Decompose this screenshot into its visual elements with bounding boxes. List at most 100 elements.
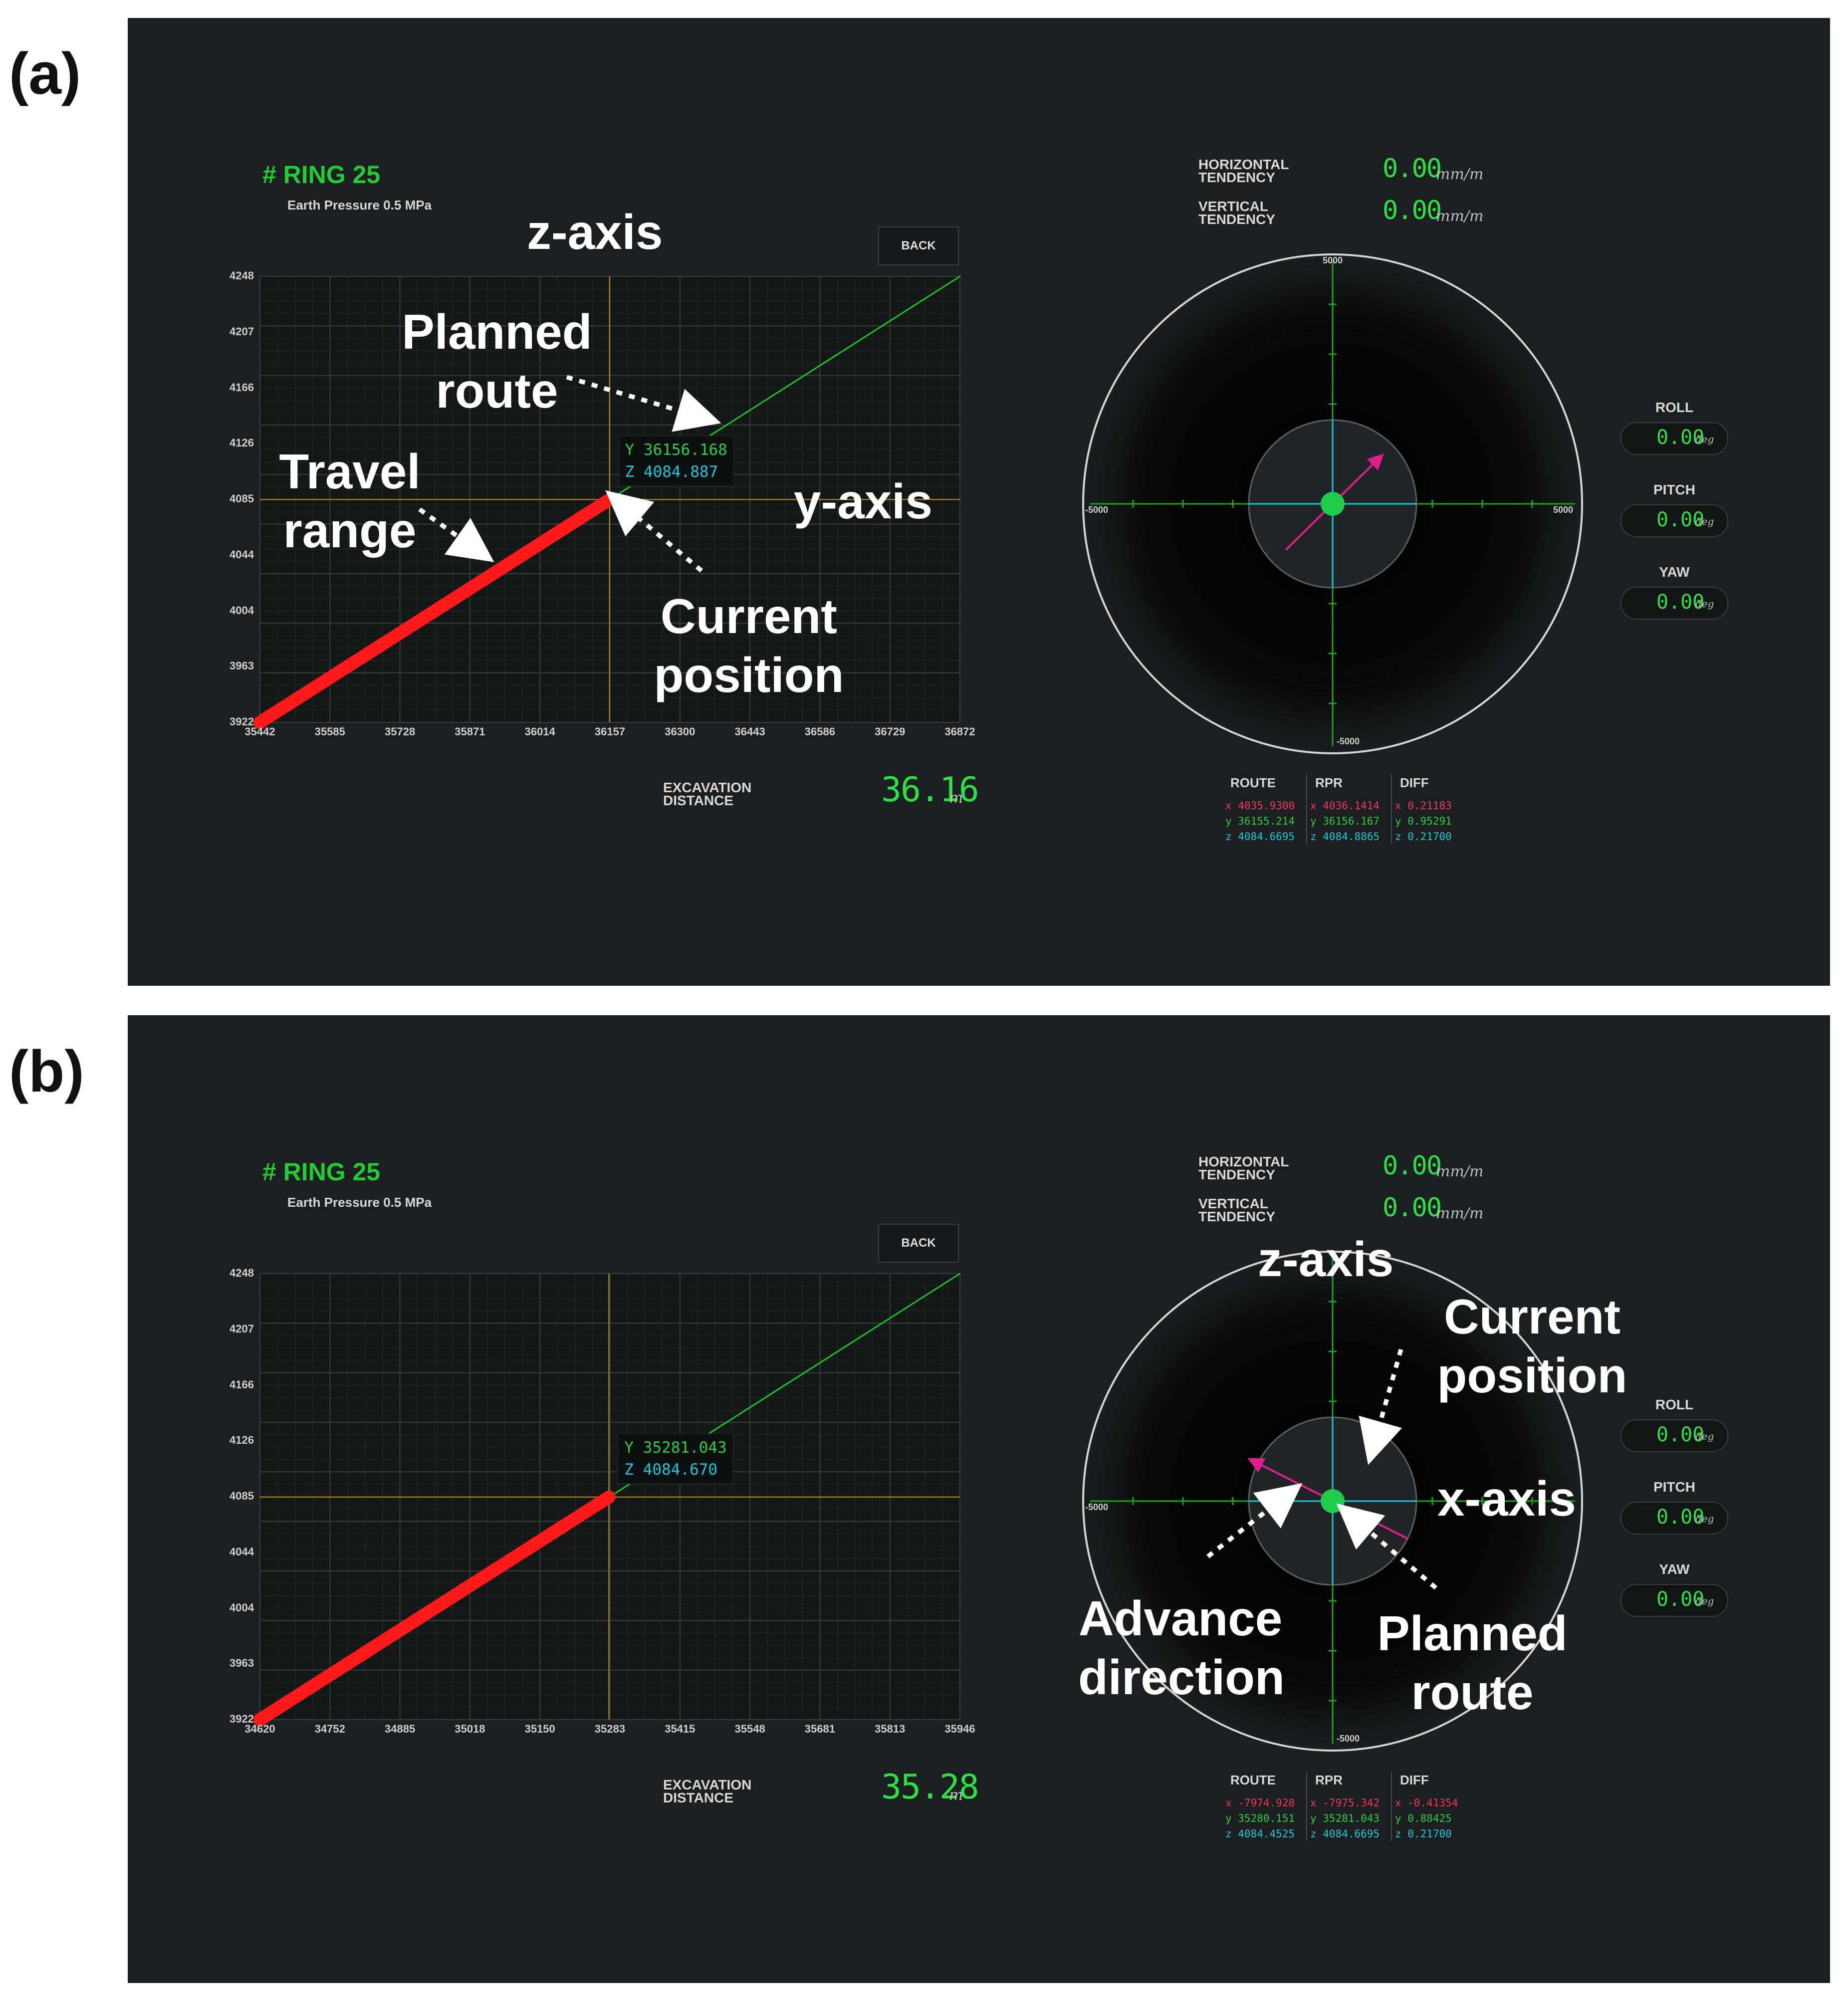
annotation-planned-route: Planned route [1377, 1606, 1568, 1720]
table-cell-rpr: y 36156.167 [1310, 815, 1380, 827]
vertical-tendency-unit: mm/m [1436, 1205, 1484, 1222]
attitude-value: 0.00 [1656, 1423, 1705, 1446]
attitude-label-yaw: YAW [1659, 1561, 1690, 1577]
x-tick-label: 35871 [455, 725, 485, 738]
attitude-label-roll: ROLL [1655, 1397, 1694, 1412]
y-tick-label: 4044 [230, 548, 254, 561]
attitude-label-pitch: PITCH [1653, 1479, 1695, 1495]
x-tick-label: 34752 [314, 1723, 345, 1735]
current-position-marker [604, 494, 615, 505]
attitude-value: 0.00 [1656, 426, 1705, 449]
table-header-route: ROUTE [1230, 775, 1276, 790]
y-tick-label: 4248 [230, 269, 254, 282]
panel-label-a: (a) [9, 41, 81, 107]
annotation-z-axis: z-axis [1258, 1232, 1394, 1287]
y-tick-label: 4207 [230, 325, 254, 338]
horizontal-tendency-unit: mm/m [1436, 166, 1484, 183]
y-tick-label: 4166 [230, 1378, 254, 1391]
table-separator [1391, 1771, 1392, 1841]
y-tick-label: 3922 [230, 1713, 254, 1725]
attitude-label-pitch: PITCH [1653, 482, 1695, 497]
target-bottom-label: -5000 [1337, 1734, 1360, 1744]
tooltip-z-value: Z 4084.670 [624, 1460, 718, 1479]
excavation-distance-label: EXCAVATION DISTANCE [663, 780, 752, 808]
annotation-x-axis: x-axis [1437, 1471, 1576, 1526]
x-tick-label: 34885 [385, 1723, 416, 1735]
y-tick-label: 4166 [230, 381, 254, 394]
table-separator [1306, 1771, 1307, 1841]
y-tick-label: 4085 [230, 492, 254, 505]
y-tick-label: 4248 [230, 1267, 254, 1279]
x-tick-label: 35415 [665, 1723, 695, 1735]
attitude-readout-pitch: 0.00 deg [1620, 1502, 1728, 1535]
y-tick-label: 4004 [230, 1601, 254, 1614]
annotation-current-position: Current position [1437, 1289, 1627, 1403]
position-tooltip: Y 35281.043 Z 4084.670 [618, 1433, 733, 1484]
attitude-unit: deg [1695, 1595, 1714, 1607]
excavation-distance-unit: m [949, 1786, 963, 1804]
vertical-tendency-value: 0.00 [1383, 196, 1442, 225]
attitude-readout-roll: 0.00 deg [1620, 422, 1728, 455]
table-cell-route: x 4035.9300 [1225, 800, 1295, 812]
table-separator [1306, 774, 1307, 844]
x-tick-label: 35283 [594, 1723, 626, 1735]
x-tick-label: 35946 [944, 1723, 975, 1735]
tooltip-z-value: Z 4084.887 [625, 463, 718, 481]
back-button[interactable]: BACK [878, 1224, 959, 1263]
attitude-value: 0.00 [1656, 1588, 1705, 1611]
horizontal-tendency-label: HORIZONTAL TENDENCY [1198, 157, 1289, 185]
attitude-readout-pitch: 0.00 deg [1620, 504, 1728, 537]
screenshot-panel-a: # RING 25 Earth Pressure 0.5 MPa BACK 4248 4… [128, 18, 1830, 986]
attitude-value: 0.00 [1656, 508, 1705, 531]
annotation-current-position: Current position [654, 589, 844, 702]
x-tick-label: 36872 [944, 725, 975, 738]
table-cell-route: y 36155.214 [1225, 815, 1295, 827]
travel-range-line [253, 493, 616, 729]
arrow-planned-route [566, 375, 721, 432]
back-button[interactable]: BACK [878, 226, 959, 265]
attitude-unit: deg [1695, 598, 1714, 610]
annotation-planned-route: Planned route [402, 304, 592, 418]
panel-a-graphics [253, 253, 1583, 754]
table-cell-rpr: y 35281.043 [1310, 1812, 1380, 1824]
annotation-arrows [1206, 1348, 1437, 1590]
target-left-label: -5000 [1085, 505, 1109, 515]
table-header-rpr: RPR [1315, 775, 1343, 790]
arrow-advance-direction [1206, 1483, 1303, 1558]
target-bottom-label: -5000 [1337, 736, 1360, 746]
arrow-current-position [1359, 1348, 1403, 1465]
attitude-value: 0.00 [1656, 1506, 1705, 1529]
tooltip-y-value: Y 35281.043 [624, 1438, 727, 1457]
annotation-travel-range: Travel range [279, 444, 421, 558]
x-tick-label: 36443 [734, 725, 765, 738]
y-tick-label: 4044 [230, 1545, 254, 1558]
arrow-planned-route [1336, 1503, 1437, 1590]
y-tick-label: 3963 [230, 1657, 254, 1670]
ring-title: # RING 25 [262, 1158, 381, 1186]
table-cell-route: x -7974.928 [1225, 1797, 1295, 1809]
excavation-distance-value: 36.16 [881, 770, 979, 810]
x-tick-label: 35548 [734, 1723, 765, 1735]
table-cell-diff: x 0.21183 [1395, 800, 1452, 812]
table-cell-rpr: x 4036.1414 [1310, 800, 1380, 812]
table-cell-diff: z 0.21700 [1395, 1828, 1452, 1840]
table-cell-rpr: z 4084.8865 [1310, 831, 1380, 843]
ring-title: # RING 25 [262, 161, 381, 189]
vertical-tendency-value: 0.00 [1383, 1193, 1442, 1223]
travel-range-line [253, 1490, 616, 1726]
vertical-tendency-unit: mm/m [1436, 208, 1484, 225]
panel-b-graphics [253, 1251, 1583, 1752]
table-header-diff: DIFF [1400, 1772, 1429, 1787]
table-separator [1391, 774, 1392, 844]
attitude-readout-yaw: 0.00 deg [1620, 587, 1728, 620]
y-tick-label: 4126 [230, 1434, 254, 1447]
target-right-label: 5000 [1553, 505, 1574, 515]
x-tick-label: 36586 [804, 725, 835, 738]
attitude-unit: deg [1695, 515, 1714, 527]
target-scope [1082, 253, 1583, 754]
table-cell-diff: z 0.21700 [1395, 831, 1452, 843]
vertical-tendency-label: VERTICAL TENDENCY [1198, 199, 1276, 227]
position-tooltip: Y 36156.168 Z 4084.887 [618, 436, 734, 487]
x-tick-label: 34620 [244, 1723, 275, 1735]
earth-pressure-label: Earth Pressure 0.5 MPa [287, 1195, 432, 1210]
